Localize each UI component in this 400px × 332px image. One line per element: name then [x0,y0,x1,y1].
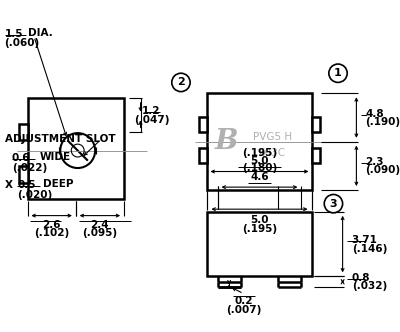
Text: (.146): (.146) [352,244,387,254]
Text: PVG5 H: PVG5 H [253,132,292,142]
Text: (.007): (.007) [226,305,261,315]
Text: DIA.: DIA. [28,28,53,38]
Text: 2: 2 [177,77,185,87]
Text: 5.0: 5.0 [250,156,269,166]
Text: 4.6: 4.6 [250,172,269,182]
Text: (.195): (.195) [242,148,277,158]
Text: 2.6: 2.6 [42,220,61,230]
Bar [312,117,320,132]
Bar [28,98,124,199]
Text: B: B [215,128,239,155]
Bar [199,117,207,132]
Text: 3: 3 [330,199,337,208]
Text: (.032): (.032) [352,281,387,291]
Text: 0.8: 0.8 [352,273,370,283]
Text: 3.71: 3.71 [352,235,378,245]
Text: 4.8: 4.8 [366,109,384,119]
Text: (.195): (.195) [242,224,277,234]
Text: (.102): (.102) [34,228,69,238]
Text: (.047): (.047) [134,115,169,125]
Text: (.020): (.020) [18,190,53,201]
Text: 0.2: 0.2 [234,295,253,305]
Bar [207,212,312,276]
Text: DEEP: DEEP [43,179,74,189]
Text: 0.5: 0.5 [18,180,36,190]
Text: 2.4: 2.4 [90,220,109,230]
Text: 1: 1 [334,68,342,78]
Text: X: X [4,180,12,190]
Bar [207,93,312,190]
Bar [199,148,207,163]
Text: (.060): (.060) [4,38,40,48]
Text: (.090): (.090) [366,165,400,175]
Text: 603C: 603C [259,148,286,158]
Text: (.190): (.190) [366,117,400,127]
Bar [312,148,320,163]
Text: 5.0: 5.0 [250,215,269,225]
Text: 2.3: 2.3 [366,157,384,167]
Text: (.022): (.022) [12,163,47,173]
Text: 1.2: 1.2 [142,106,161,116]
Text: WIDE: WIDE [40,152,71,162]
Text: (.180): (.180) [242,163,277,173]
Bar [19,166,28,183]
Bar [19,124,28,140]
Text: 0.6: 0.6 [12,153,30,163]
Text: 1.5: 1.5 [4,29,23,39]
Text: ADJUSTMENT SLOT: ADJUSTMENT SLOT [4,134,115,144]
Text: (.095): (.095) [82,228,118,238]
